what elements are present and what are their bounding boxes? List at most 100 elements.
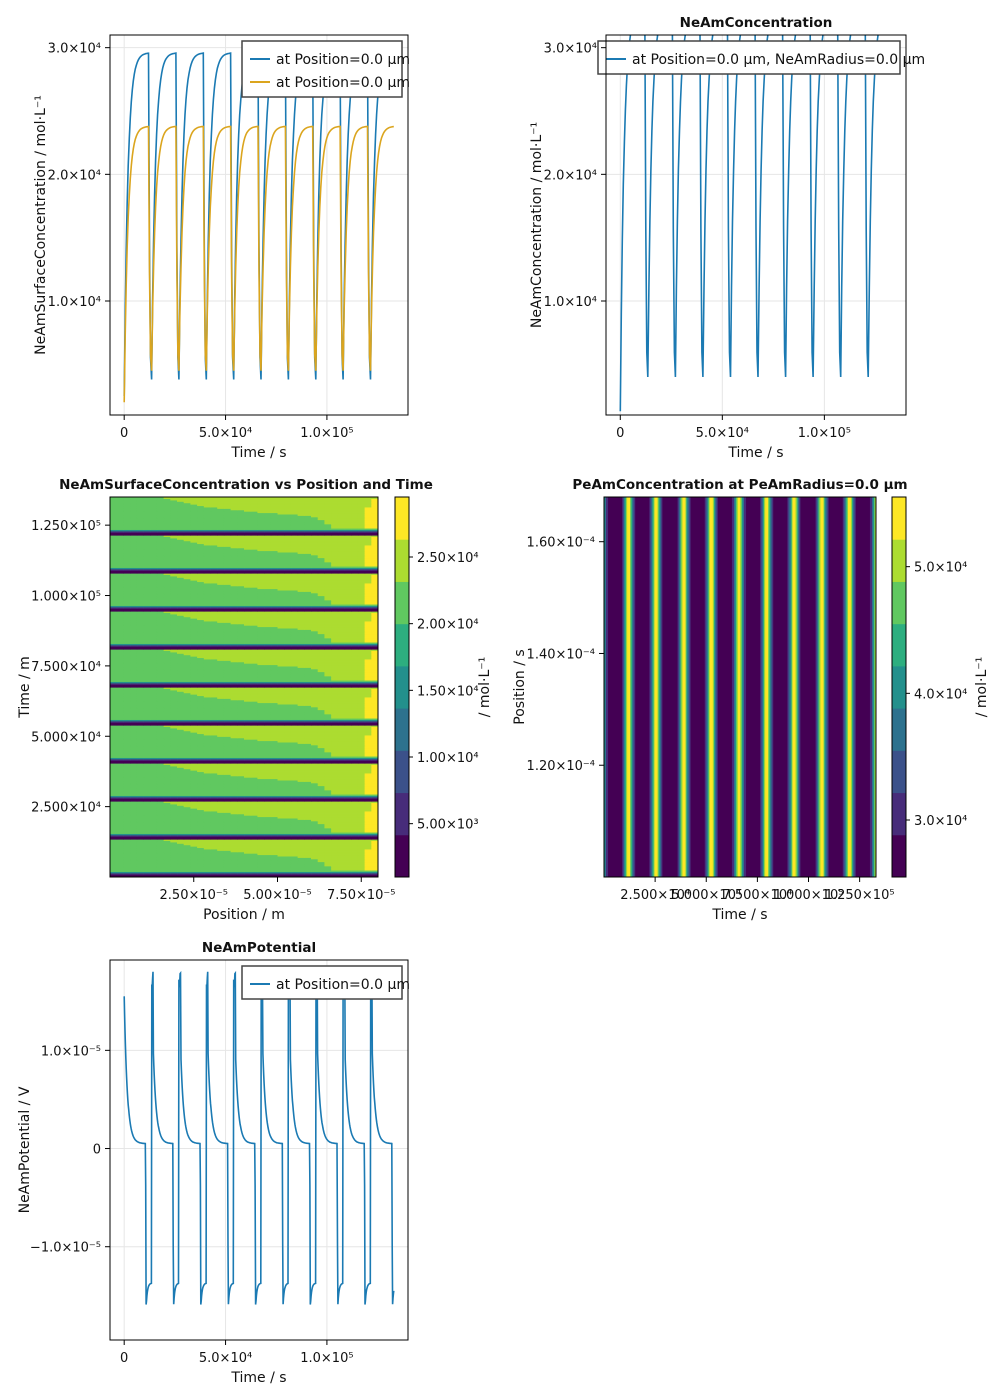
heat-cell	[156, 767, 165, 770]
heat-cell	[163, 858, 171, 861]
heat-cell	[143, 862, 151, 865]
heat-cell	[116, 734, 124, 737]
heat-cell	[250, 861, 258, 864]
heat-cell	[317, 805, 325, 808]
heat-cell	[156, 874, 165, 877]
heat-cell	[156, 712, 165, 715]
heat-cell	[190, 719, 198, 722]
heat-cell	[277, 834, 285, 837]
heat-cell	[190, 836, 198, 839]
heat-cell	[257, 864, 265, 867]
heat-cell	[351, 770, 359, 773]
heat-cell	[257, 709, 265, 712]
heat-cell	[264, 777, 272, 780]
heat-cell	[250, 741, 258, 744]
heat-cell	[317, 781, 325, 784]
heat-cell	[156, 778, 165, 781]
heat-cell	[290, 774, 299, 777]
heat-cell	[210, 809, 218, 812]
heat-cell	[190, 755, 198, 758]
heat-cell	[143, 772, 151, 775]
heat-cell	[130, 767, 138, 770]
heat-cell	[197, 851, 205, 854]
heat-cell	[123, 722, 131, 725]
heat-cell	[197, 875, 205, 877]
heat-cell	[210, 854, 218, 857]
heat-cell	[337, 837, 346, 840]
heat-cell	[277, 720, 285, 723]
heat-cell	[177, 805, 185, 808]
heat-cell	[156, 774, 165, 777]
heat-cell	[257, 785, 265, 788]
heat-cell	[150, 781, 158, 784]
heat-cell	[190, 729, 198, 732]
heat-cell	[304, 823, 312, 826]
heat-cell	[143, 840, 151, 843]
heat-cell	[371, 733, 378, 736]
heat-cell	[351, 706, 359, 709]
heat-cell	[304, 851, 312, 854]
heat-cell	[250, 867, 258, 870]
heat-cell	[217, 824, 225, 827]
heat-cell	[210, 778, 218, 781]
heat-cell	[297, 846, 305, 849]
heat-cell	[183, 764, 191, 767]
heat-cell	[163, 808, 171, 811]
heat-cell	[237, 768, 245, 771]
heat-cell	[337, 746, 346, 749]
heat-cell	[150, 763, 158, 766]
heat-cell	[364, 817, 372, 820]
heat-cell	[136, 792, 145, 795]
heat-cell	[371, 727, 378, 730]
heat-cell	[257, 817, 265, 820]
heat-cell	[250, 826, 258, 829]
heat-cell	[364, 757, 372, 760]
heat-cell	[183, 831, 191, 834]
heat-cell	[150, 813, 158, 816]
heat-cell	[143, 716, 151, 719]
heat-cell	[150, 789, 158, 792]
heat-cell	[197, 846, 205, 849]
heat-cell	[156, 775, 165, 778]
heat-cell	[110, 727, 118, 730]
heat-cell	[110, 862, 118, 865]
heat-cell	[190, 782, 198, 785]
heat-cell	[364, 712, 372, 715]
heat-cell	[190, 846, 198, 849]
heat-cell	[290, 716, 299, 719]
heat-cell	[156, 754, 165, 757]
heat-cell	[230, 796, 238, 799]
heat-cell	[203, 874, 212, 877]
heat-cell	[264, 781, 272, 784]
heat-cell	[156, 726, 165, 729]
heat-cell	[364, 836, 372, 839]
heat-cell	[170, 827, 178, 830]
heat-cell	[170, 803, 178, 806]
heat-cell	[290, 868, 299, 871]
heat-cell	[284, 744, 292, 747]
heat-cell	[324, 751, 332, 754]
heat-cell	[317, 795, 325, 798]
heat-cell	[304, 716, 312, 719]
heat-cell	[190, 864, 198, 867]
heat-cell	[143, 869, 151, 872]
heat-cell	[143, 726, 151, 729]
heat-cell	[257, 748, 265, 751]
heat-cell	[163, 784, 171, 787]
heat-cell	[217, 820, 225, 823]
heat-cell	[331, 726, 339, 729]
heat-cell	[250, 847, 258, 850]
heat-cell	[177, 734, 185, 737]
heat-cell	[324, 858, 332, 861]
heat-cell	[277, 753, 285, 756]
heat-cell	[284, 781, 292, 784]
heat-cell	[123, 774, 131, 777]
heat-cell	[150, 717, 158, 720]
heat-cell	[203, 750, 212, 753]
heat-cell	[304, 809, 312, 812]
heat-cell	[351, 839, 359, 842]
heat-cell	[317, 854, 325, 857]
heat-cell	[190, 858, 198, 861]
heat-cell	[337, 765, 346, 768]
heat-cell	[344, 848, 352, 851]
